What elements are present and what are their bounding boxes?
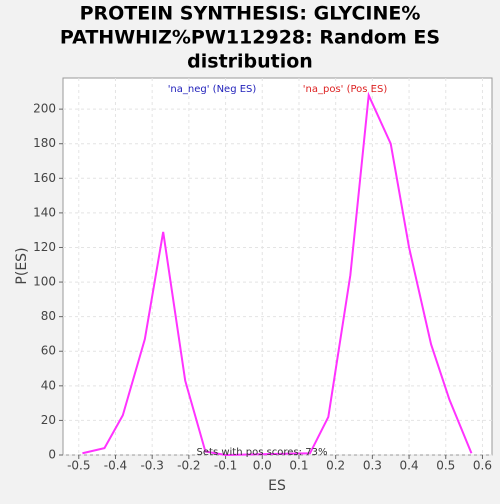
x-tick-label: 0.3 [363,459,382,473]
y-tick-label: 100 [33,275,56,289]
legend-entry: 'na_neg' (Neg ES) [168,84,257,95]
x-tick-label: 0.2 [326,459,345,473]
x-tick-label: 0.4 [400,459,419,473]
legend-entry: 'na_pos' (Pos ES) [303,84,388,95]
y-axis-label: P(ES) [14,247,30,284]
x-tick-label: -0.1 [214,459,237,473]
y-tick-label: 60 [41,344,56,358]
chart-title: distribution [187,51,313,73]
y-tick-label: 200 [33,102,56,116]
chart-title: PATHWHIZ%PW112928: Random ES [60,27,440,49]
chart-title: PROTEIN SYNTHESIS: GLYCINE% [80,3,421,25]
y-tick-label: 140 [33,205,56,219]
x-tick-label: -0.2 [177,459,200,473]
x-tick-label: 0.0 [253,459,272,473]
x-tick-label: -0.3 [140,459,163,473]
y-tick-label: 80 [41,309,56,323]
y-tick-label: 120 [33,240,56,254]
y-tick-label: 180 [33,136,56,150]
x-tick-label: 0.1 [289,459,308,473]
y-tick-label: 20 [41,413,56,427]
x-tick-label: 0.6 [473,459,492,473]
y-tick-label: 40 [41,378,56,392]
x-tick-label: 0.5 [436,459,455,473]
line [82,91,473,457]
plot-area [62,77,493,456]
x-tick-label: -0.5 [67,459,90,473]
y-tick-label: 0 [48,448,56,462]
x-tick-label: -0.4 [104,459,127,473]
annotation: Sets with pos scores: 73% [197,447,328,458]
y-tick-label: 160 [33,171,56,185]
x-axis-label: ES [268,478,286,494]
